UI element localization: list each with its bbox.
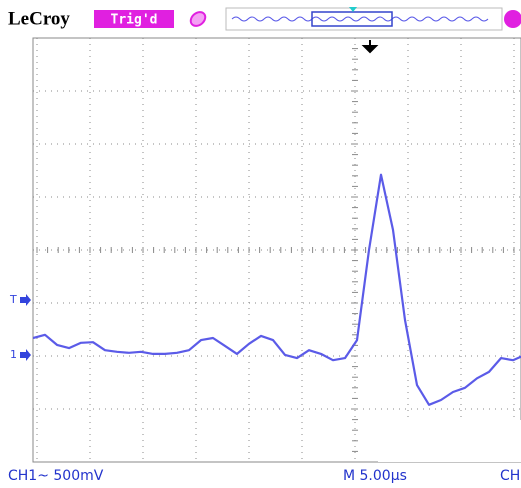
bottom-bar [0, 463, 521, 488]
brand: LeCroy [8, 8, 70, 29]
ground-marker: 1 [10, 348, 17, 361]
trigger-marker: T [9, 293, 17, 306]
channel2: CH [500, 468, 520, 484]
status: Trig'd [111, 13, 158, 28]
timebase: M 5.00µs [343, 468, 407, 484]
trigger-icon [189, 11, 207, 27]
window-marker [349, 7, 357, 12]
ground-arrow [20, 349, 31, 361]
trigger-arrow [20, 294, 31, 306]
blank-panel [378, 420, 521, 462]
status-box [94, 10, 174, 28]
memory-bar [225, 7, 503, 31]
memory-wave [231, 16, 489, 22]
trigger-position [361, 40, 379, 54]
channel-setting: CH1~ 500mV [8, 468, 104, 484]
memory-window [311, 11, 393, 27]
waveform [33, 173, 521, 406]
menu-icon [504, 10, 521, 28]
